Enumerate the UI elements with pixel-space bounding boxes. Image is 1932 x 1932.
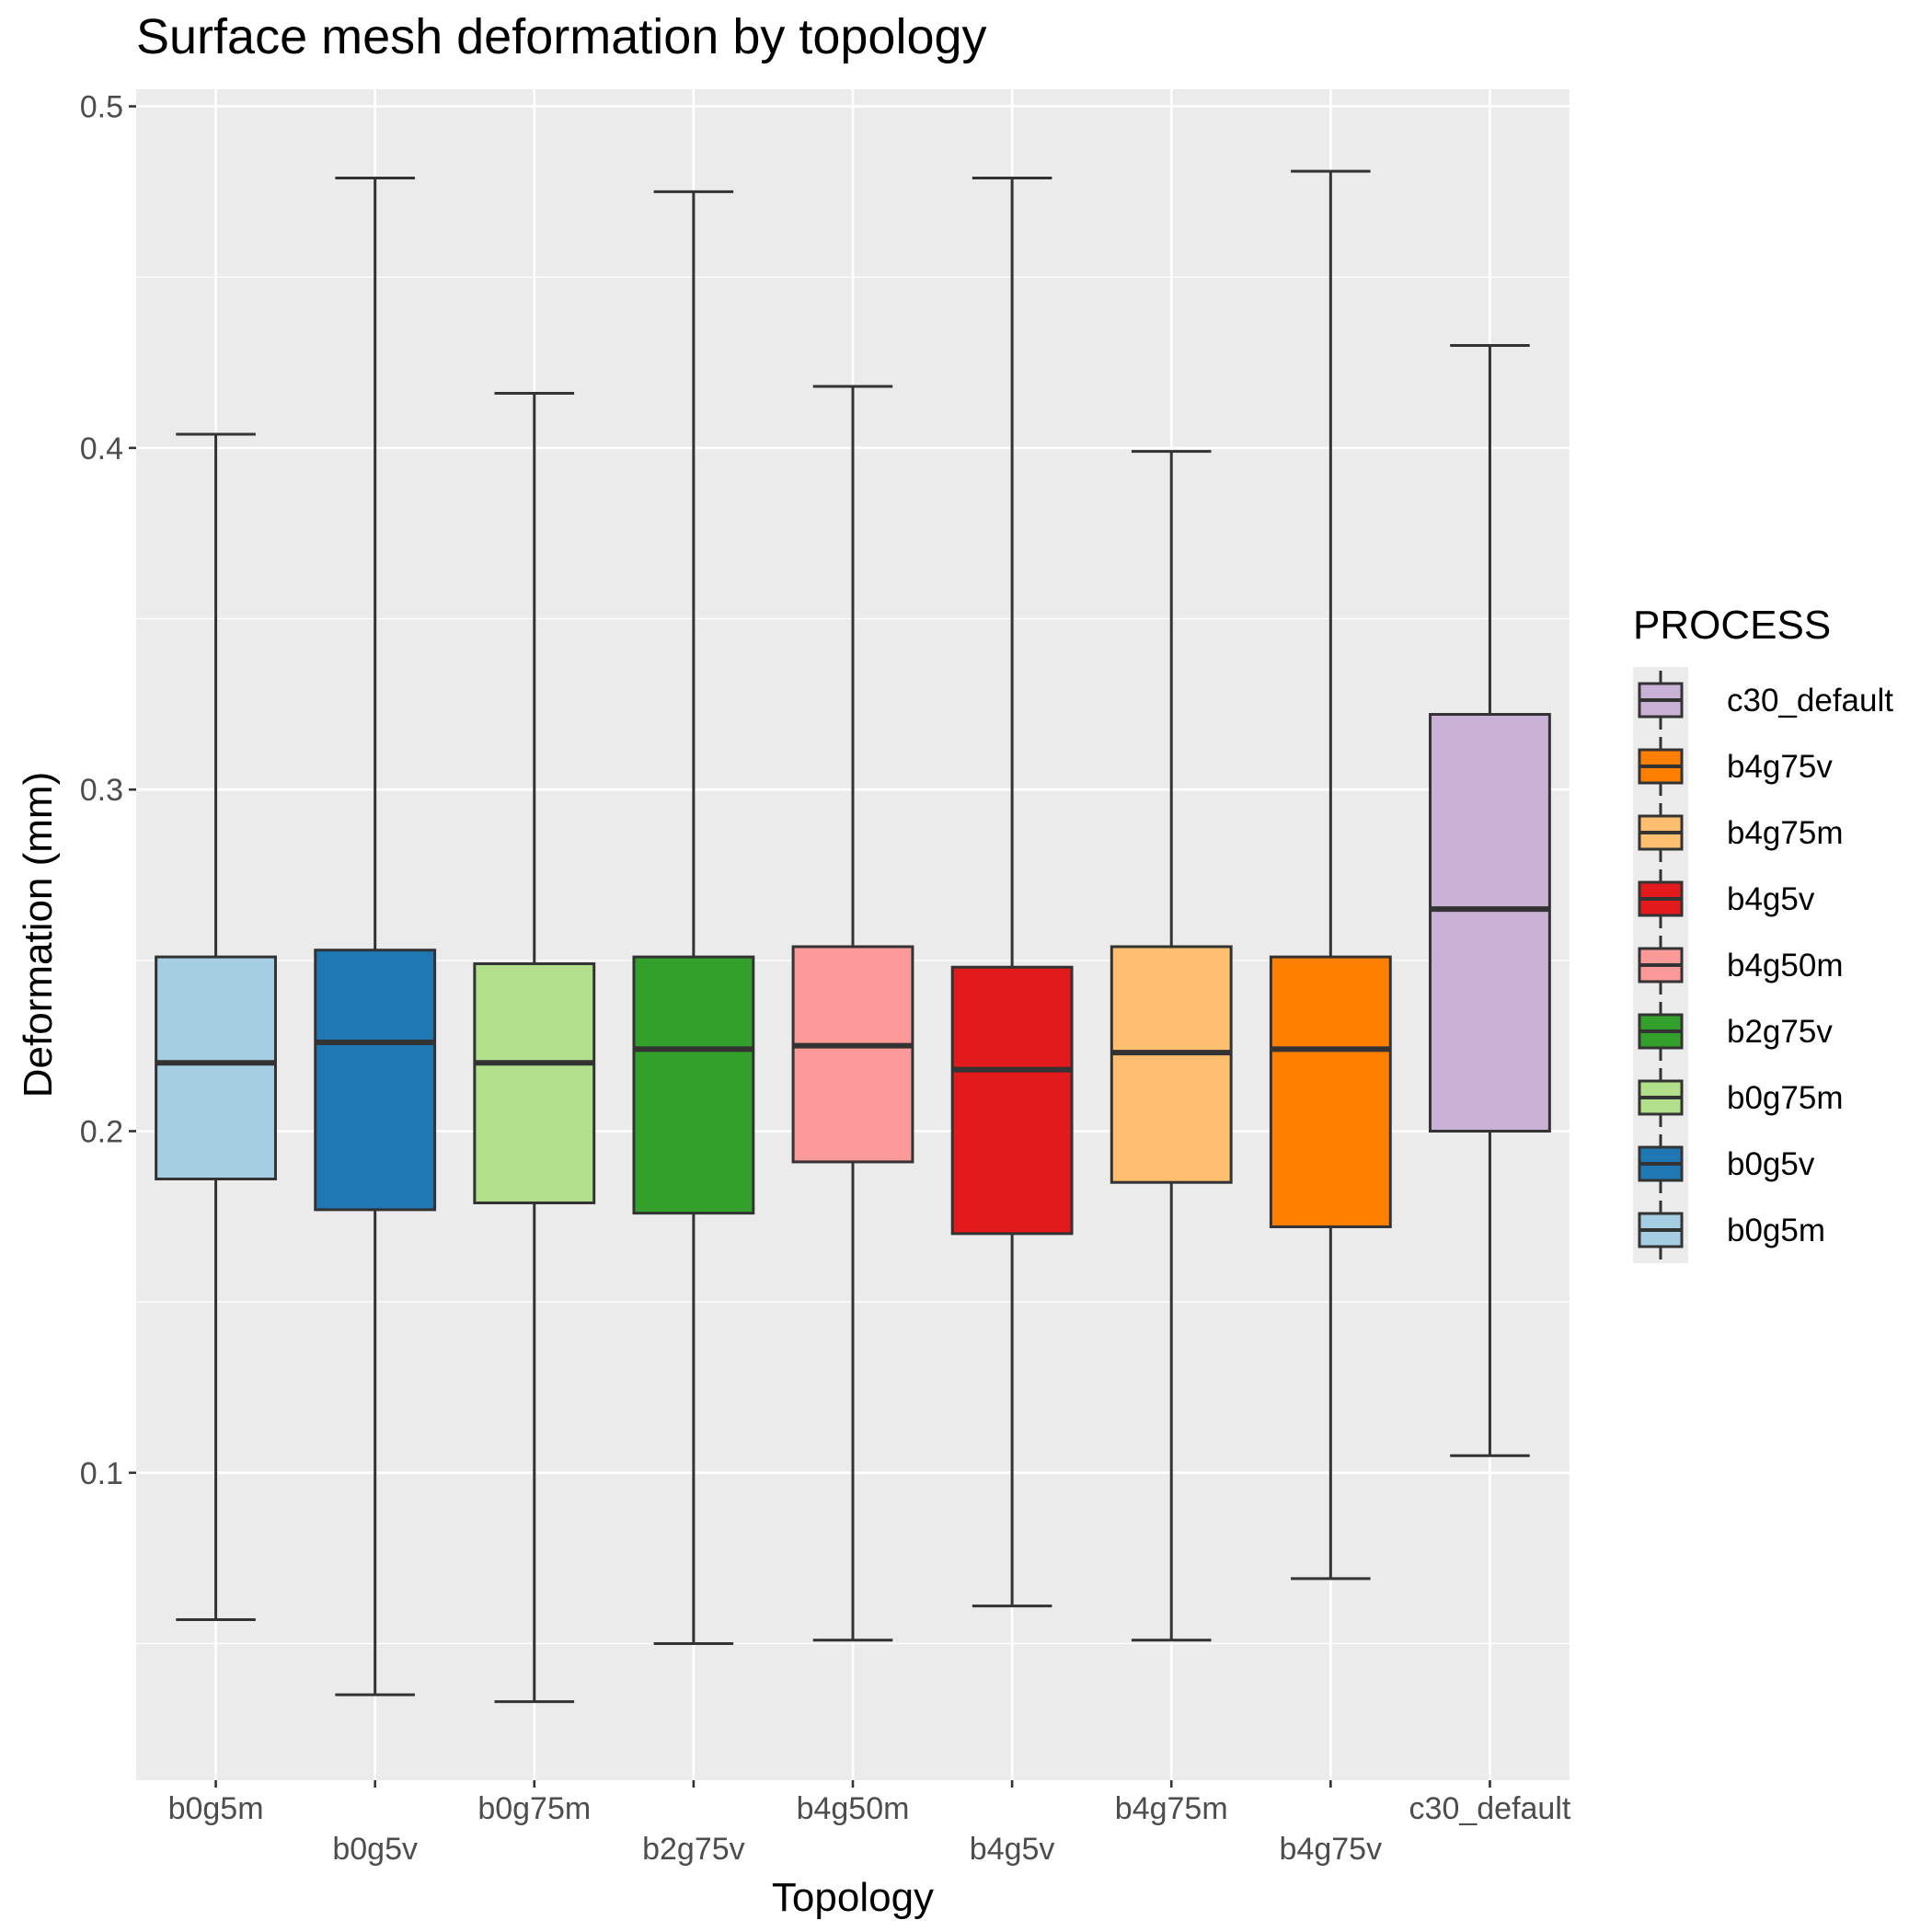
x-tick-label-b2g75v: b2g75v xyxy=(642,1832,745,1867)
box-b0g5m xyxy=(155,432,277,1621)
legend-item-b0g5m: b0g5m xyxy=(1638,1201,1825,1259)
legend-title: PROCESS xyxy=(1633,603,1831,648)
box-b0g5v xyxy=(314,177,437,1696)
legend-label-b4g75m: b4g75m xyxy=(1727,815,1843,851)
iqr-box-b4g50m xyxy=(791,945,914,1164)
legend-label-b0g75m: b0g75m xyxy=(1727,1080,1843,1116)
x-tick-label-c30_default: c30_default xyxy=(1409,1791,1571,1826)
legend-label-b2g75v: b2g75v xyxy=(1727,1014,1833,1050)
x-tick-label-b0g5m: b0g5m xyxy=(168,1791,264,1826)
x-tick-label-b4g5v: b4g5v xyxy=(970,1832,1055,1867)
iqr-box-b4g75v xyxy=(1269,955,1392,1228)
legend-label-b4g50m: b4g50m xyxy=(1727,948,1843,983)
legend-label-b0g5m: b0g5m xyxy=(1727,1213,1825,1248)
axis-layer: 0.1 0.2 0.3 0.4 0.5 b0g5m b0g5v b0g75m b2g75v b4g… xyxy=(80,90,1571,1867)
box-b2g75v xyxy=(632,190,755,1645)
legend-item-b4g75m: b4g75m xyxy=(1638,803,1843,862)
y-tick-label-0: 0.1 xyxy=(80,1456,123,1491)
legend-item-b4g50m: b4g50m xyxy=(1638,936,1843,995)
x-tick-label-b4g75v: b4g75v xyxy=(1280,1832,1383,1867)
legend-item-b0g5v: b0g5v xyxy=(1638,1134,1815,1193)
iqr-box-b0g5m xyxy=(155,955,277,1180)
x-axis-title: Topology xyxy=(772,1875,934,1920)
legend-item-b4g5v: b4g5v xyxy=(1638,869,1815,928)
y-tick-label-2: 0.3 xyxy=(80,773,123,808)
legend-item-b2g75v: b2g75v xyxy=(1638,1002,1833,1061)
box-b4g75m xyxy=(1110,450,1233,1642)
x-tick-label-b4g50m: b4g50m xyxy=(797,1791,910,1826)
legend-label-b0g5v: b0g5v xyxy=(1727,1146,1815,1182)
box-c30_default xyxy=(1429,343,1551,1457)
box-layer xyxy=(155,169,1551,1704)
iqr-box-b4g5v xyxy=(950,965,1074,1236)
x-tick-label-b4g75m: b4g75m xyxy=(1115,1791,1228,1826)
legend: PROCESS c30_default b4g75v b4g75m b4g5v b4g5… xyxy=(1633,603,1893,1263)
iqr-box-b2g75v xyxy=(632,955,755,1215)
chart-title: Surface mesh deformation by topology xyxy=(136,9,987,64)
legend-label-b4g5v: b4g5v xyxy=(1727,881,1815,917)
box-b0g75m xyxy=(473,391,596,1704)
y-tick-label-1: 0.2 xyxy=(80,1115,123,1150)
legend-item-c30_default: c30_default xyxy=(1638,671,1893,730)
y-tick-label-3: 0.4 xyxy=(80,431,123,466)
iqr-box-b0g75m xyxy=(473,962,596,1204)
iqr-box-b4g75m xyxy=(1110,945,1233,1184)
legend-label-b4g75v: b4g75v xyxy=(1727,749,1833,785)
legend-item-b0g75m: b0g75m xyxy=(1638,1068,1843,1127)
iqr-box-c30_default xyxy=(1429,713,1551,1133)
legend-label-c30_default: c30_default xyxy=(1727,683,1893,719)
x-tick-label-b0g75m: b0g75m xyxy=(477,1791,591,1826)
y-axis-title: Deformation (mm) xyxy=(16,772,61,1098)
box-b4g75v xyxy=(1269,169,1392,1581)
box-b4g50m xyxy=(791,385,914,1642)
y-tick-label-4: 0.5 xyxy=(80,90,123,125)
box-b4g5v xyxy=(950,177,1074,1608)
iqr-box-b0g5v xyxy=(314,949,437,1212)
x-tick-label-b0g5v: b0g5v xyxy=(332,1832,418,1867)
legend-item-b4g75v: b4g75v xyxy=(1638,737,1833,796)
